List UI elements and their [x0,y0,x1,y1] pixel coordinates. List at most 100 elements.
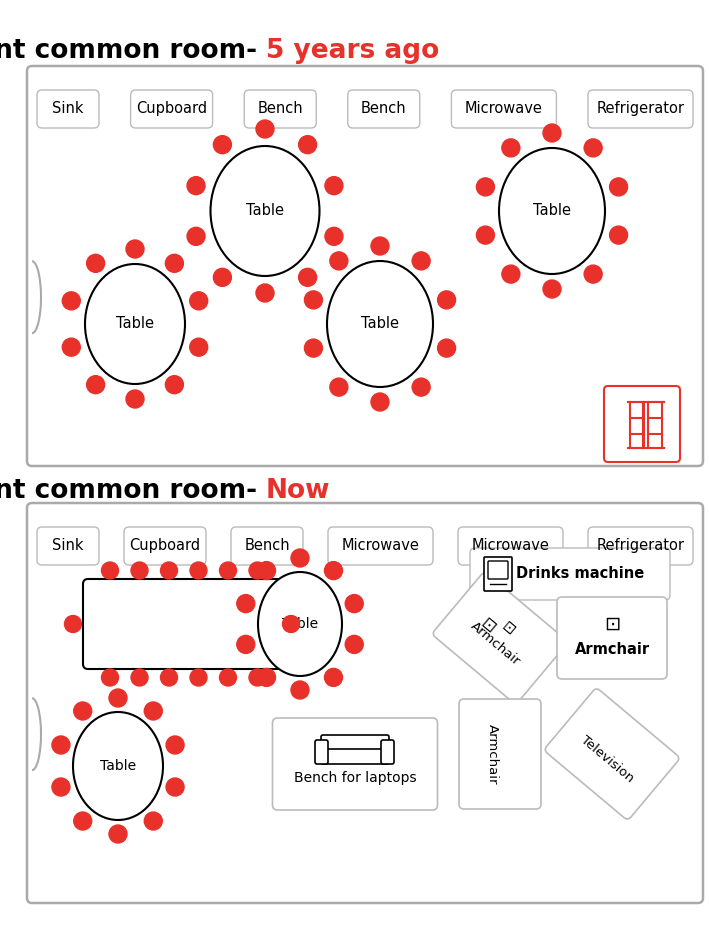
FancyBboxPatch shape [470,548,670,600]
Circle shape [74,702,91,720]
FancyBboxPatch shape [27,66,703,466]
Circle shape [325,668,342,686]
Text: Bench for laptops: Bench for laptops [294,771,416,785]
Circle shape [437,291,456,309]
Circle shape [131,669,148,686]
Circle shape [330,252,348,270]
FancyBboxPatch shape [321,735,389,749]
Circle shape [187,227,205,245]
Text: 5 years ago: 5 years ago [266,38,439,64]
FancyBboxPatch shape [459,699,541,809]
Circle shape [298,136,317,154]
Circle shape [412,252,430,270]
Text: Refrigerator: Refrigerator [596,101,684,116]
Circle shape [160,669,177,686]
Circle shape [291,549,309,567]
Circle shape [371,393,389,411]
FancyBboxPatch shape [231,527,303,565]
FancyBboxPatch shape [37,90,99,128]
Text: Drinks machine: Drinks machine [516,566,644,581]
Circle shape [543,124,561,142]
Circle shape [109,689,127,707]
Circle shape [101,562,118,579]
FancyBboxPatch shape [381,740,394,764]
Circle shape [325,177,343,195]
Ellipse shape [85,264,185,384]
Text: Student common room-: Student common room- [0,38,266,64]
Text: Sink: Sink [52,538,84,553]
Ellipse shape [327,261,433,387]
Text: Table: Table [361,316,399,331]
Circle shape [304,339,323,358]
Text: ⊡: ⊡ [604,615,620,634]
Circle shape [502,139,520,157]
Text: Sink: Sink [52,101,84,116]
FancyBboxPatch shape [321,745,389,764]
Circle shape [257,668,276,686]
Circle shape [371,237,389,255]
Circle shape [52,736,70,754]
Circle shape [190,292,208,310]
Circle shape [584,139,602,157]
Text: Table: Table [246,203,284,218]
Text: Refrigerator: Refrigerator [596,538,684,553]
FancyBboxPatch shape [272,718,437,810]
FancyBboxPatch shape [27,503,703,903]
Circle shape [282,616,299,633]
FancyBboxPatch shape [37,527,99,565]
Circle shape [249,669,266,686]
Text: ⊡: ⊡ [477,615,499,637]
Circle shape [74,812,91,830]
Text: Armchair: Armchair [486,724,499,784]
Circle shape [190,562,207,579]
Ellipse shape [499,148,605,274]
Text: Cupboard: Cupboard [130,538,201,553]
FancyBboxPatch shape [452,90,557,128]
Ellipse shape [73,712,163,820]
Circle shape [101,669,118,686]
Circle shape [249,562,266,579]
Circle shape [237,636,255,653]
Circle shape [345,594,363,612]
Circle shape [144,702,162,720]
Circle shape [237,594,255,612]
FancyBboxPatch shape [244,90,316,128]
FancyBboxPatch shape [588,527,693,565]
Circle shape [325,562,342,579]
Text: Table: Table [100,759,136,773]
Text: Bench: Bench [257,101,303,116]
Text: Microwave: Microwave [465,101,543,116]
Circle shape [325,227,343,245]
Circle shape [213,269,231,286]
Text: Table: Table [282,617,318,631]
Circle shape [109,825,127,843]
Circle shape [584,265,602,283]
FancyBboxPatch shape [433,573,566,703]
Ellipse shape [211,146,320,276]
Circle shape [86,375,105,394]
Circle shape [610,227,627,244]
Text: ⊞: ⊞ [489,564,506,583]
Circle shape [476,178,494,196]
Circle shape [412,378,430,396]
Circle shape [126,390,144,408]
Text: Television: Television [579,734,637,785]
FancyBboxPatch shape [328,527,433,565]
Text: Now: Now [266,478,330,504]
Circle shape [304,291,323,309]
Circle shape [257,562,276,579]
Circle shape [65,616,82,633]
Text: Table: Table [116,316,154,331]
Circle shape [476,227,494,244]
Circle shape [62,338,80,357]
FancyBboxPatch shape [124,527,206,565]
Circle shape [190,669,207,686]
Circle shape [166,736,184,754]
Text: Student common room-: Student common room- [0,478,266,504]
Text: ⊡: ⊡ [346,736,364,756]
Circle shape [190,338,208,357]
Circle shape [330,378,348,396]
Circle shape [610,178,627,196]
FancyBboxPatch shape [588,90,693,128]
Text: Microwave: Microwave [471,538,549,553]
